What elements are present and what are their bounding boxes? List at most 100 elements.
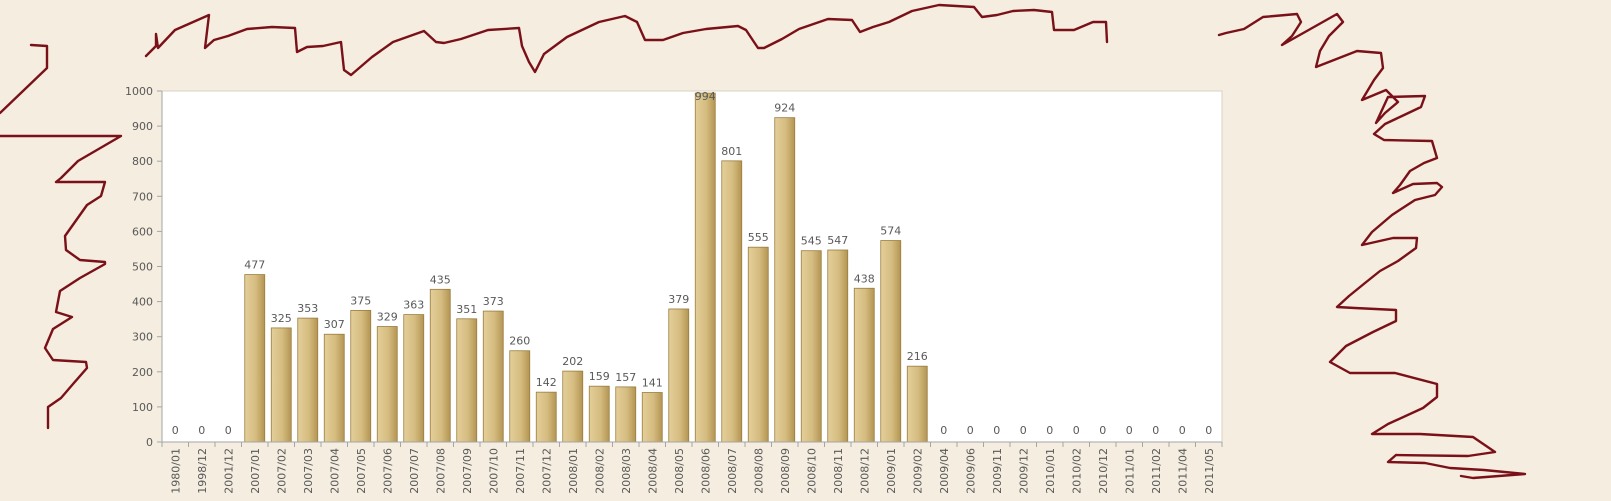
data-label: 0 <box>1205 424 1212 437</box>
y-tick-label: 100 <box>132 401 153 414</box>
x-tick-label: 2008/12 <box>858 448 871 494</box>
bar <box>668 308 690 443</box>
plot-area <box>161 90 1223 443</box>
x-tick-label: 2008/04 <box>646 448 659 494</box>
x-tick-label: 2007/04 <box>328 448 341 494</box>
bar <box>270 327 292 443</box>
x-tick-label: 1980/01 <box>169 448 182 494</box>
x-tick-label: 2007/09 <box>461 448 474 494</box>
bar <box>641 392 663 443</box>
data-label: 0 <box>940 424 947 437</box>
data-label: 574 <box>880 225 901 238</box>
data-label: 0 <box>198 424 205 437</box>
bar <box>297 317 319 443</box>
handwritten-scribbles <box>0 3 1527 480</box>
bar <box>456 318 478 443</box>
bar <box>853 287 875 443</box>
data-label: 325 <box>271 312 292 325</box>
x-tick-label: 2009/06 <box>964 448 977 494</box>
data-label: 547 <box>827 234 848 247</box>
data-label: 0 <box>1073 424 1080 437</box>
y-axis: 0 100 200 300 400 500 600 700 800 900 1000 <box>125 85 163 449</box>
data-label: 0 <box>1046 424 1053 437</box>
bar <box>376 326 398 443</box>
y-tick-label: 200 <box>132 366 153 379</box>
data-label: 0 <box>993 424 1000 437</box>
x-tick-label: 2008/11 <box>832 448 845 494</box>
x-tick-label: 2007/08 <box>434 448 447 494</box>
data-label: 379 <box>668 293 689 306</box>
bar <box>323 333 345 443</box>
bar <box>350 309 372 443</box>
data-label: 159 <box>589 370 610 383</box>
data-labels: 0 0 0 477 325 353 307 375 329 363 435 351 373 260 142 2… <box>172 90 1213 437</box>
data-label: 0 <box>1020 424 1027 437</box>
data-label: 0 <box>1126 424 1133 437</box>
x-tick-label: 2009/02 <box>911 448 924 494</box>
scribble-left <box>0 43 123 430</box>
x-tick-label: 2011/05 <box>1203 448 1216 494</box>
data-label: 216 <box>907 350 928 363</box>
y-tick-label: 1000 <box>125 85 153 98</box>
y-tick-label: 600 <box>132 225 153 238</box>
x-tick-label: 2008/09 <box>779 448 792 494</box>
x-tick-label: 2010/01 <box>1044 448 1057 494</box>
y-tick-label: 400 <box>132 296 153 309</box>
data-label: 0 <box>1152 424 1159 437</box>
x-tick-label: 2007/01 <box>249 448 262 494</box>
data-label: 555 <box>748 231 769 244</box>
x-tick-label: 2009/12 <box>1017 448 1030 494</box>
bar-series <box>244 92 928 443</box>
data-label: 260 <box>509 335 530 348</box>
x-tick-label: 2009/01 <box>885 448 898 494</box>
x-tick-label: 2008/06 <box>699 448 712 494</box>
bar <box>429 288 451 443</box>
bar <box>482 310 504 443</box>
x-axis: 1980/01 1998/12 2001/12 2007/01 2007/02 2007/… <box>161 441 1223 494</box>
x-tick-label: 2008/07 <box>726 448 739 494</box>
data-label: 0 <box>172 424 179 437</box>
x-tick-label: 2001/12 <box>222 448 235 494</box>
x-tick-label: 2008/01 <box>567 448 580 494</box>
x-tick-label: 2007/07 <box>408 448 421 494</box>
bar <box>615 386 637 443</box>
bar <box>403 314 425 443</box>
x-tick-label: 2008/03 <box>620 448 633 494</box>
x-tick-label: 1998/12 <box>196 448 209 494</box>
y-tick-label: 500 <box>132 261 153 274</box>
data-label: 0 <box>225 424 232 437</box>
data-label: 438 <box>854 272 875 285</box>
data-label: 924 <box>774 102 795 115</box>
data-label: 0 <box>1099 424 1106 437</box>
bar <box>509 350 531 443</box>
data-label: 351 <box>456 303 477 316</box>
data-label: 141 <box>642 377 663 390</box>
data-label: 375 <box>350 294 371 307</box>
x-tick-label: 2007/10 <box>487 448 500 494</box>
data-label: 353 <box>297 302 318 315</box>
x-tick-label: 2007/12 <box>540 448 553 494</box>
x-tick-label: 2007/05 <box>355 448 368 494</box>
x-tick-label: 2008/10 <box>805 448 818 494</box>
x-tick-label: 2011/02 <box>1150 448 1163 494</box>
y-tick-label: 700 <box>132 190 153 203</box>
data-label: 435 <box>430 273 451 286</box>
data-label: 801 <box>721 145 742 158</box>
data-label: 477 <box>244 259 265 272</box>
bar <box>880 240 902 443</box>
x-tick-label: 2007/11 <box>514 448 527 494</box>
bar <box>747 246 769 443</box>
data-label: 373 <box>483 295 504 308</box>
x-tick-label: 2010/12 <box>1097 448 1110 494</box>
y-tick-label: 0 <box>146 436 153 449</box>
x-tick-label: 2011/01 <box>1123 448 1136 494</box>
x-tick-label: 2009/04 <box>938 448 951 494</box>
data-label: 363 <box>403 299 424 312</box>
bar <box>562 370 584 443</box>
scribble-right <box>1217 12 1527 480</box>
data-label: 142 <box>536 376 557 389</box>
y-tick-label: 300 <box>132 331 153 344</box>
x-tick-label: 2007/03 <box>302 448 315 494</box>
x-tick-label: 2008/08 <box>752 448 765 494</box>
